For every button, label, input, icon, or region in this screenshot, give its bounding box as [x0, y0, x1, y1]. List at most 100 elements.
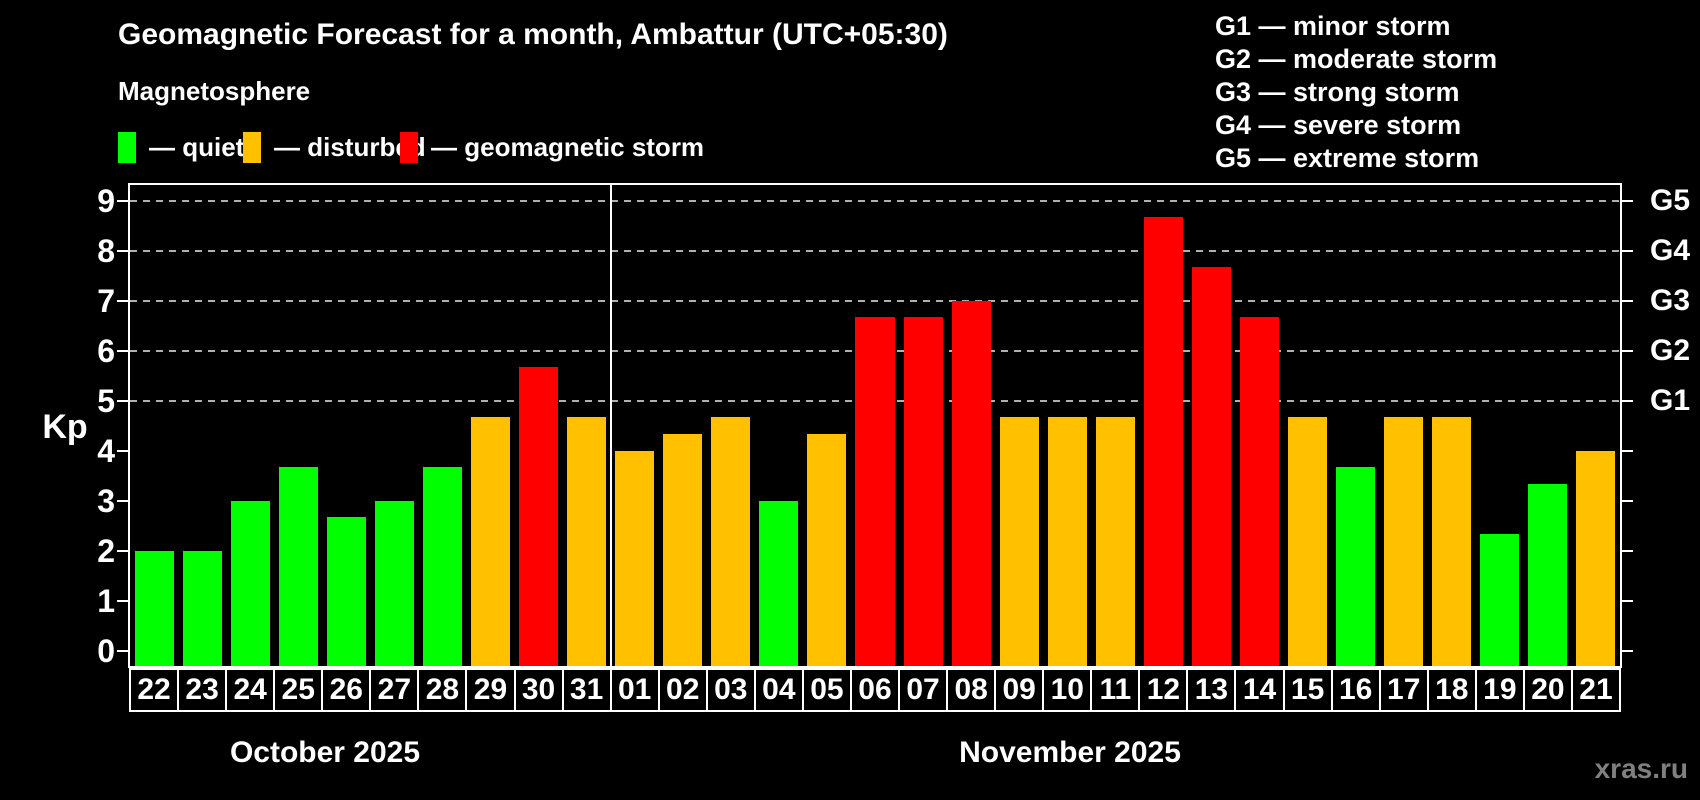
kp-bar-day-24	[230, 501, 270, 666]
g-axis-label-g3: G3	[1650, 284, 1691, 317]
day-label-box: 29	[465, 668, 516, 712]
g-axis-label-g5: G5	[1650, 184, 1691, 217]
y-axis-tick	[117, 200, 128, 202]
kp-bar-day-18	[1432, 417, 1472, 666]
plot-area	[128, 183, 1622, 668]
legend-item-quiet: — quiet	[118, 130, 244, 164]
g-legend-line: G3 — strong storm	[1215, 77, 1460, 107]
day-label-box: 07	[898, 668, 949, 712]
kp-bar-day-21	[1576, 451, 1616, 666]
day-label-box: 15	[1282, 668, 1333, 712]
g-axis-label-g2: G2	[1650, 334, 1691, 367]
day-label-box: 19	[1474, 668, 1525, 712]
day-label-box: 24	[225, 668, 276, 712]
kp-bar-day-25	[278, 467, 318, 666]
gridline-kp8	[130, 250, 1620, 252]
kp-bar-day-01	[615, 451, 655, 666]
g-axis-tick	[1622, 350, 1633, 352]
y-axis-tick-label: 4	[97, 433, 115, 469]
day-label-box: 20	[1522, 668, 1573, 712]
day-label-box: 03	[705, 668, 756, 712]
day-label-box: 08	[946, 668, 997, 712]
disturbed-swatch-icon	[243, 131, 261, 163]
day-label-box: 14	[1234, 668, 1285, 712]
day-label-box: 12	[1138, 668, 1189, 712]
y-axis-tick-label: 8	[97, 233, 115, 269]
g-axis-tick	[1622, 550, 1633, 552]
kp-bar-day-13	[1191, 267, 1231, 666]
day-label-box: 30	[513, 668, 564, 712]
month-label-october: October 2025	[229, 736, 421, 769]
kp-bar-day-20	[1528, 484, 1568, 666]
day-label-box: 02	[657, 668, 708, 712]
y-axis-tick	[117, 250, 128, 252]
y-axis-tick	[117, 600, 128, 602]
kp-bar-day-22	[134, 551, 174, 666]
kp-bar-day-29	[470, 417, 510, 666]
legend-item-storm: — geomagnetic storm	[400, 130, 704, 164]
kp-bar-day-27	[374, 501, 414, 666]
legend-item-label: — quiet	[149, 131, 245, 162]
y-axis-tick	[117, 300, 128, 302]
y-axis-tick-label: 2	[97, 533, 115, 569]
kp-bar-day-19	[1480, 534, 1520, 666]
y-axis-tick-label: 0	[97, 633, 115, 669]
y-axis-tick-label: 3	[97, 483, 115, 519]
day-label-box: 23	[177, 668, 228, 712]
gridline-kp9	[130, 200, 1620, 202]
y-axis-tick-label: 5	[97, 383, 115, 419]
g-axis-tick	[1622, 600, 1633, 602]
day-label-box: 27	[369, 668, 420, 712]
day-label-box: 09	[994, 668, 1045, 712]
kp-bar-day-07	[903, 317, 943, 666]
day-label-box: 18	[1426, 668, 1477, 712]
kp-bar-day-17	[1384, 417, 1424, 666]
gridline-kp7	[130, 300, 1620, 302]
day-label-box: 05	[801, 668, 852, 712]
watermark-text: xras.ru	[1594, 753, 1688, 784]
y-axis-tick	[117, 400, 128, 402]
day-label-box: 16	[1330, 668, 1381, 712]
g-axis-tick	[1622, 250, 1633, 252]
day-label-box: 06	[849, 668, 901, 712]
day-label-box: 25	[273, 668, 324, 712]
day-label-box: 22	[129, 668, 180, 712]
g-legend-line: G2 — moderate storm	[1215, 44, 1498, 74]
g-axis-tick	[1622, 400, 1633, 402]
x-axis-day-labels: 22 23 24 25 26 27 28 29 30 31 01 02 03 04 05 06 07 08 09 10…	[128, 668, 1622, 716]
kp-bar-day-05	[807, 434, 847, 666]
kp-bar-day-12	[1143, 217, 1183, 666]
kp-bar-day-30	[519, 367, 559, 666]
y-axis-tick	[117, 500, 128, 502]
day-label-box: 11	[1090, 668, 1141, 712]
g-axis-tick	[1622, 450, 1633, 452]
kp-bar-day-16	[1336, 467, 1376, 666]
y-axis-tick-label: 9	[97, 183, 115, 219]
kp-bar-day-02	[663, 434, 703, 666]
kp-bar-day-11	[1095, 417, 1135, 666]
y-axis-tick	[117, 450, 128, 452]
day-label-box: 13	[1186, 668, 1237, 712]
y-axis-tick	[117, 650, 128, 652]
day-label-box: 21	[1570, 668, 1621, 712]
y-axis-tick	[117, 350, 128, 352]
kp-bar-day-06	[855, 317, 895, 666]
kp-bar-day-03	[711, 417, 751, 666]
y-axis-tick	[117, 550, 128, 552]
g-axis-tick	[1622, 650, 1633, 652]
day-label-box: 10	[1042, 668, 1093, 712]
g-axis-label-g4: G4	[1650, 234, 1691, 267]
y-axis-tick-label: 7	[97, 283, 115, 319]
day-label-box: 17	[1378, 668, 1429, 712]
g-legend-line: G4 — severe storm	[1215, 110, 1462, 140]
month-label-november: November 2025	[959, 736, 1181, 769]
kp-bar-day-14	[1239, 317, 1280, 666]
y-axis-title: Kp	[42, 408, 88, 446]
g-axis-tick	[1622, 300, 1633, 302]
quiet-swatch-icon	[118, 131, 136, 163]
status-legend: — quiet — disturbed — geomagnetic storm	[0, 130, 1000, 166]
kp-bar-day-26	[326, 517, 366, 666]
kp-bar-day-09	[999, 417, 1039, 666]
day-label-box: 04	[753, 668, 804, 712]
